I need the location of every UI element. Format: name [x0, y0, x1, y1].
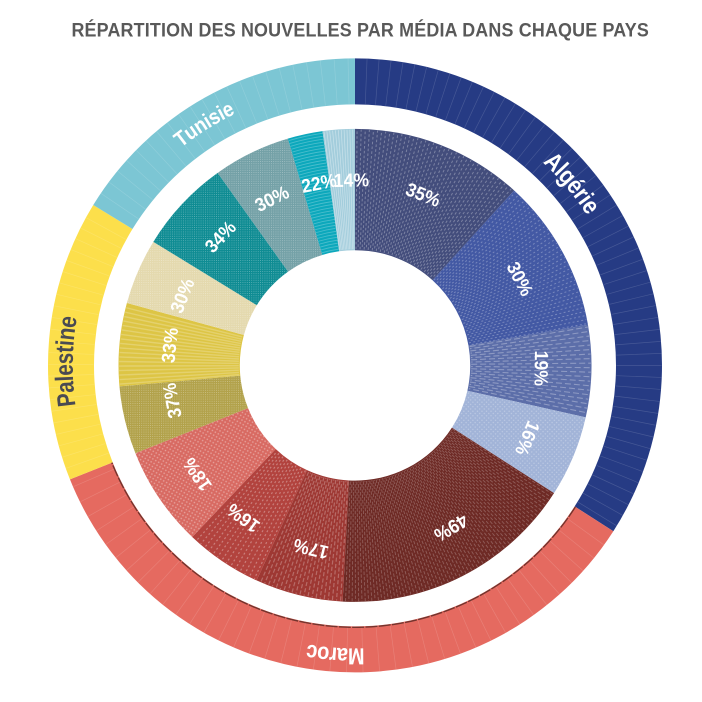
svg-text:14%: 14% [334, 169, 370, 191]
svg-text:RÉPARTITION DES NOUVELLES PAR: RÉPARTITION DES NOUVELLES PAR MÉDIA DANS… [71, 19, 649, 41]
svg-text:33%: 33% [157, 327, 182, 364]
svg-text:s: s [50, 352, 79, 364]
svg-text:c: c [304, 639, 319, 667]
svg-text:r: r [328, 642, 338, 669]
svg-text:t: t [50, 345, 79, 354]
svg-text:i: i [50, 339, 79, 347]
svg-text:n: n [51, 326, 81, 342]
svg-text:a: a [335, 642, 348, 669]
svg-text:a: a [50, 379, 79, 394]
svg-text:P: P [51, 391, 81, 408]
svg-text:e: e [52, 314, 82, 330]
svg-text:19%: 19% [530, 350, 552, 386]
svg-text:o: o [316, 641, 331, 669]
svg-text:e: e [50, 364, 79, 376]
svg-text:M: M [348, 643, 365, 670]
svg-text:l: l [50, 375, 79, 382]
